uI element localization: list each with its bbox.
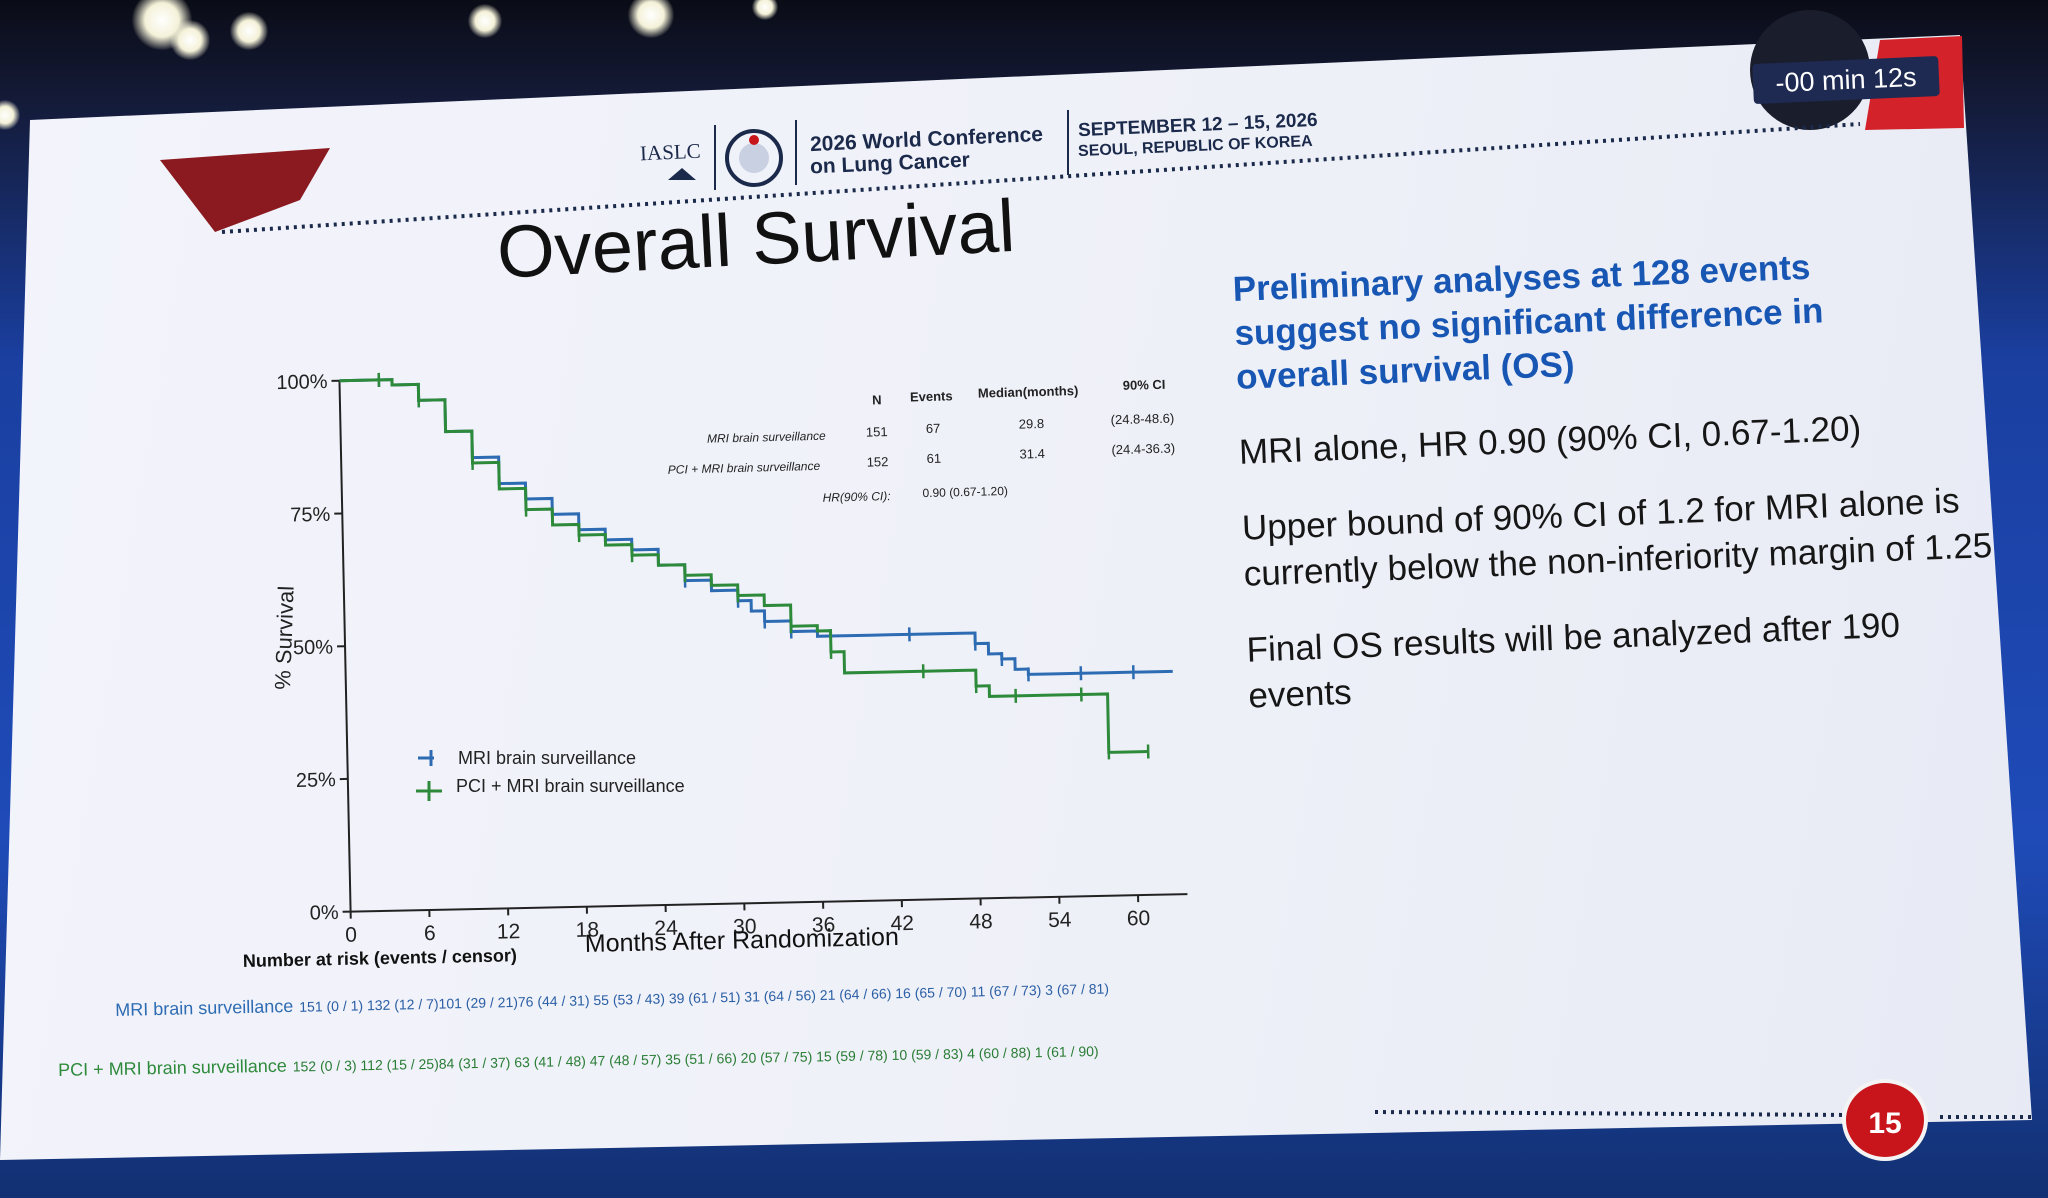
- risk-row-label: PCI + MRI brain surveillance: [58, 1055, 287, 1080]
- stats-row-ci: (24.4-36.3): [1111, 441, 1175, 458]
- stats-header-ci: 90% CI: [1123, 377, 1166, 393]
- stats-header-n: N: [872, 392, 882, 407]
- stats-row-median: 29.8: [1019, 416, 1045, 432]
- x-tick-label: 48: [969, 910, 993, 933]
- y-axis-title: % Survival: [270, 585, 299, 690]
- stats-row-n: 152: [867, 454, 889, 470]
- stats-row-median: 31.4: [1019, 446, 1045, 462]
- stats-row-label: PCI + MRI brain surveillance: [668, 459, 821, 477]
- y-tick-label: 25%: [296, 769, 337, 792]
- legend-label-pci: PCI + MRI brain surveillance: [456, 776, 685, 796]
- risk-table-title: Number at risk (events / censor): [243, 945, 517, 971]
- survival-curve-mri: [339, 378, 1173, 676]
- stats-row-n: 151: [866, 424, 888, 440]
- footer-dotted-rule: [1374, 1110, 1851, 1117]
- legend-label-mri: MRI brain surveillance: [458, 748, 636, 768]
- y-tick-label: 75%: [290, 504, 331, 527]
- header-artwork-left: [160, 148, 330, 232]
- stats-row-events: 67: [926, 421, 941, 436]
- notes-bullet: MRI alone, HR 0.90 (90% CI, 0.67-1.20): [1238, 408, 1862, 472]
- stats-hr-value: 0.90 (0.67-1.20): [922, 484, 1008, 500]
- risk-row-label: MRI brain surveillance: [115, 995, 294, 1020]
- stats-header-median: Median(months): [978, 383, 1079, 401]
- notes-headline: Preliminary analyses at 128 events sugge…: [1232, 247, 1825, 397]
- chart-legend: MRI brain surveillance PCI + MRI brain s…: [416, 748, 685, 801]
- notes-bullet: Upper bound of 90% CI of 1.2 for MRI alo…: [1241, 481, 1993, 594]
- x-axis-line: [350, 893, 1188, 913]
- stage-light: [752, 0, 778, 20]
- conference-emblem: [725, 129, 783, 187]
- stats-table: N Events Median(months) 90% CI MRI brain…: [668, 377, 1176, 505]
- stage-light: [170, 20, 210, 60]
- x-tick-label: 42: [890, 912, 914, 935]
- page-number-badge: 15: [1842, 1079, 1928, 1161]
- y-tick-label: 0%: [309, 902, 339, 925]
- conference-emblem-dot: [749, 135, 759, 145]
- x-axis-title: Months After Randomization: [585, 923, 900, 958]
- presentation-timer: -00 min 12s: [1752, 55, 1940, 105]
- society-name: IASLC: [639, 138, 702, 166]
- stats-row-ci: (24.8-48.6): [1110, 411, 1174, 428]
- x-tick-label: 12: [497, 920, 521, 943]
- conference-emblem-inner: [739, 143, 769, 173]
- x-tick-label: 54: [1048, 909, 1072, 932]
- x-tick-label: 6: [424, 922, 436, 945]
- stats-row-label: MRI brain surveillance: [707, 429, 826, 446]
- stage-light: [230, 12, 268, 50]
- x-tick-label: 0: [345, 924, 357, 947]
- stats-row-events: 61: [926, 451, 941, 466]
- x-tick-label: 18: [575, 918, 599, 941]
- survival-chart: 0% 25% 50% 75% 100% 0 6 12 18 24 30 36 42 48 54 60: [276, 371, 1188, 947]
- y-tick-label: 100%: [276, 371, 328, 394]
- x-tick-label: 30: [733, 915, 757, 938]
- stats-hr-label: HR(90% CI):: [822, 489, 890, 505]
- x-tick-label: 36: [812, 913, 836, 936]
- stage-light: [628, 0, 674, 38]
- x-tick-label: 60: [1127, 907, 1151, 930]
- stats-header-events: Events: [910, 388, 953, 404]
- iaslc-logo-mark: [668, 168, 696, 180]
- y-tick-label: 50%: [293, 636, 334, 659]
- header-dotted-rule: [221, 122, 1861, 234]
- stage-light: [0, 100, 20, 130]
- stage-light: [468, 4, 502, 38]
- x-tick-label: 24: [654, 917, 678, 940]
- slide-notes: Preliminary analyses at 128 events sugge…: [1232, 238, 2029, 720]
